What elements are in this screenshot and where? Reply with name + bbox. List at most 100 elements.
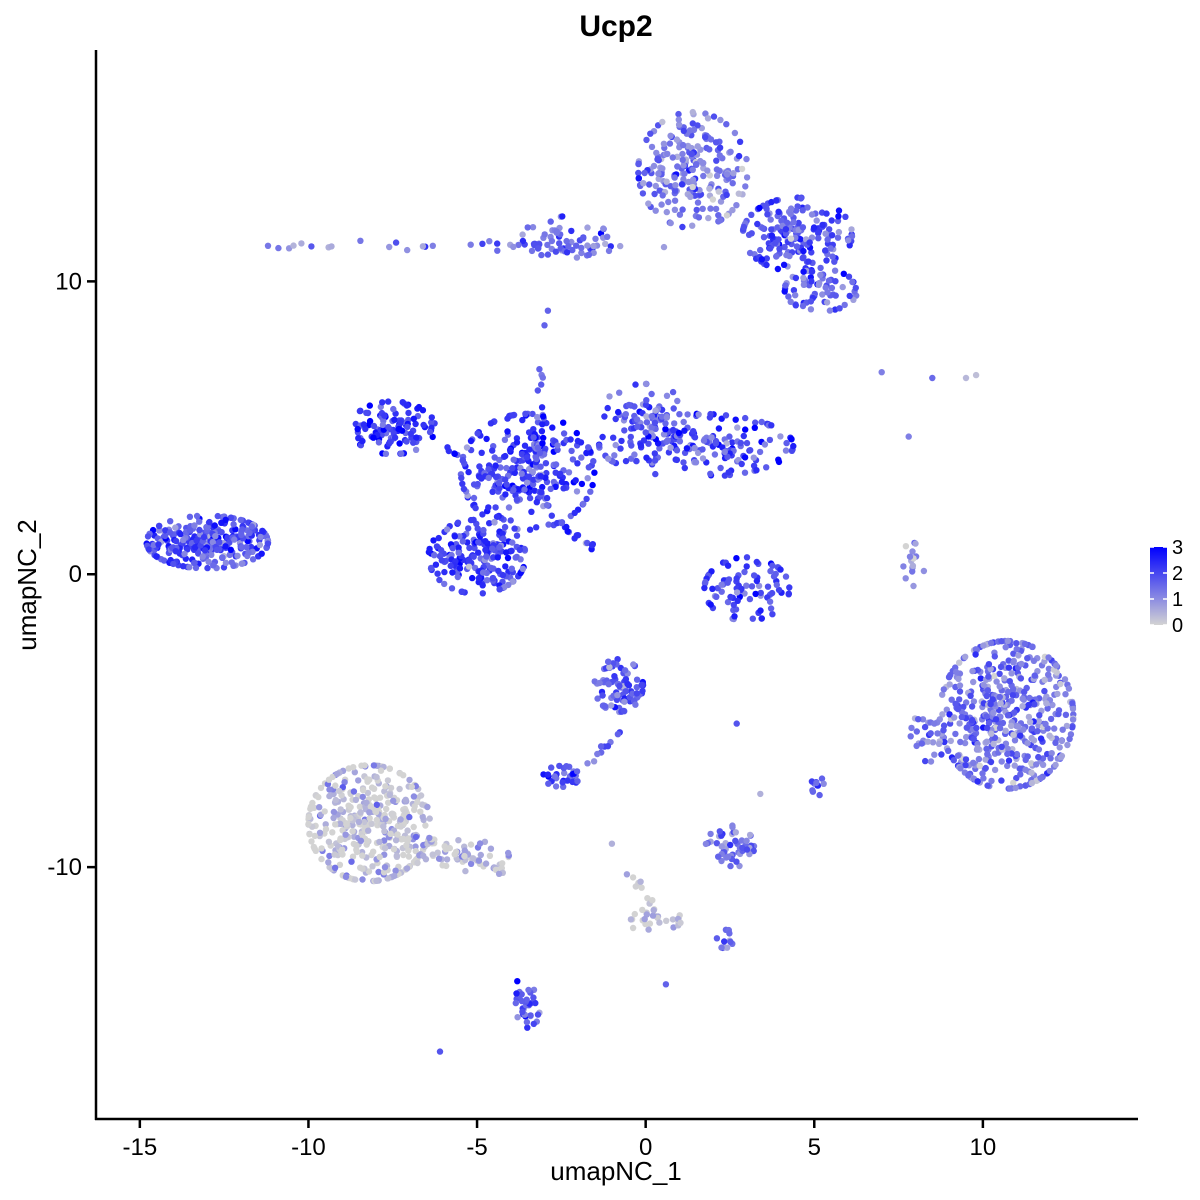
cell-point bbox=[413, 434, 420, 441]
cell-point bbox=[594, 750, 601, 758]
cell-point bbox=[677, 919, 684, 926]
cell-point bbox=[1010, 650, 1017, 657]
cell-point bbox=[145, 546, 153, 553]
cell-point bbox=[583, 449, 590, 456]
cell-point bbox=[1049, 701, 1056, 709]
cell-point bbox=[385, 423, 392, 431]
cell-point bbox=[839, 283, 846, 291]
cell-point bbox=[458, 474, 465, 482]
cell-point bbox=[671, 420, 678, 427]
cell-point bbox=[656, 445, 663, 452]
cell-point bbox=[692, 459, 700, 466]
cell-point bbox=[729, 206, 736, 214]
cell-point bbox=[743, 439, 751, 447]
cell-point bbox=[845, 273, 853, 280]
cell-point bbox=[560, 419, 567, 426]
cell-point bbox=[392, 239, 400, 246]
cell-point bbox=[970, 678, 977, 686]
cell-point bbox=[552, 461, 560, 468]
cell-point bbox=[162, 527, 169, 534]
cell-point bbox=[632, 701, 639, 708]
cell-point bbox=[690, 428, 697, 435]
cell-point bbox=[662, 420, 669, 427]
cell-point bbox=[355, 818, 363, 826]
cell-point bbox=[227, 546, 234, 553]
cell-point bbox=[259, 527, 266, 535]
x-tick-label: 0 bbox=[639, 1134, 652, 1161]
cell-point bbox=[732, 416, 739, 423]
cell-point bbox=[809, 787, 816, 794]
cell-point bbox=[733, 720, 740, 727]
cell-point bbox=[419, 801, 426, 808]
cell-point bbox=[956, 659, 963, 666]
cell-point bbox=[431, 552, 438, 559]
cell-point bbox=[177, 530, 184, 538]
cell-point bbox=[718, 944, 725, 951]
cell-point bbox=[483, 435, 490, 443]
cell-point bbox=[588, 541, 596, 549]
cell-point bbox=[638, 681, 645, 689]
cell-point bbox=[474, 430, 481, 437]
cell-point bbox=[331, 851, 338, 858]
cell-point bbox=[429, 242, 436, 249]
cell-point bbox=[403, 865, 411, 872]
cell-point bbox=[700, 172, 707, 180]
cell-point bbox=[706, 185, 713, 192]
cell-point bbox=[325, 838, 333, 845]
cell-point bbox=[845, 237, 852, 244]
cell-point bbox=[533, 499, 540, 506]
cell-point bbox=[675, 110, 682, 118]
cell-point bbox=[828, 217, 835, 224]
cell-point bbox=[363, 799, 370, 806]
cell-point bbox=[667, 444, 674, 451]
cell-point bbox=[656, 187, 663, 194]
cell-point bbox=[723, 121, 730, 128]
cell-point bbox=[813, 217, 820, 224]
cell-point bbox=[349, 853, 357, 860]
cell-point bbox=[360, 421, 367, 428]
cell-point bbox=[513, 532, 521, 539]
chart-title: Ucp2 bbox=[579, 10, 652, 43]
cell-point bbox=[694, 449, 702, 457]
cell-point bbox=[161, 557, 168, 564]
cell-point bbox=[529, 468, 536, 475]
cell-point bbox=[536, 449, 544, 457]
cell-point bbox=[650, 907, 657, 914]
cell-point bbox=[356, 803, 364, 810]
cell-point bbox=[743, 155, 750, 163]
cell-point bbox=[1030, 737, 1038, 744]
cell-point bbox=[834, 234, 842, 241]
cell-point bbox=[1035, 717, 1043, 725]
cell-point bbox=[523, 479, 531, 486]
cell-point bbox=[777, 433, 784, 440]
cell-point bbox=[561, 769, 568, 777]
cell-point bbox=[750, 454, 757, 461]
cell-point bbox=[249, 556, 257, 563]
cell-point bbox=[660, 243, 668, 251]
cell-point bbox=[984, 687, 992, 694]
cell-point bbox=[376, 853, 383, 861]
cell-point bbox=[514, 1014, 521, 1021]
cell-point bbox=[726, 433, 733, 440]
cell-point bbox=[193, 537, 200, 544]
cell-point bbox=[970, 698, 978, 705]
cell-point bbox=[523, 1018, 531, 1026]
cell-point bbox=[1011, 762, 1018, 769]
cell-point bbox=[486, 238, 493, 245]
cell-point bbox=[747, 447, 754, 454]
cell-point bbox=[694, 199, 702, 206]
cell-point bbox=[332, 782, 339, 789]
cell-point bbox=[753, 467, 760, 474]
cell-point bbox=[490, 565, 497, 572]
cell-point bbox=[660, 431, 668, 438]
cell-point bbox=[614, 691, 621, 699]
cell-point bbox=[712, 440, 720, 447]
cell-point bbox=[713, 840, 720, 847]
cell-point bbox=[337, 806, 344, 813]
cell-point bbox=[651, 450, 658, 457]
cell-point bbox=[503, 464, 510, 472]
cell-point bbox=[980, 681, 987, 689]
cell-point bbox=[524, 1024, 531, 1031]
cell-point bbox=[782, 282, 789, 289]
